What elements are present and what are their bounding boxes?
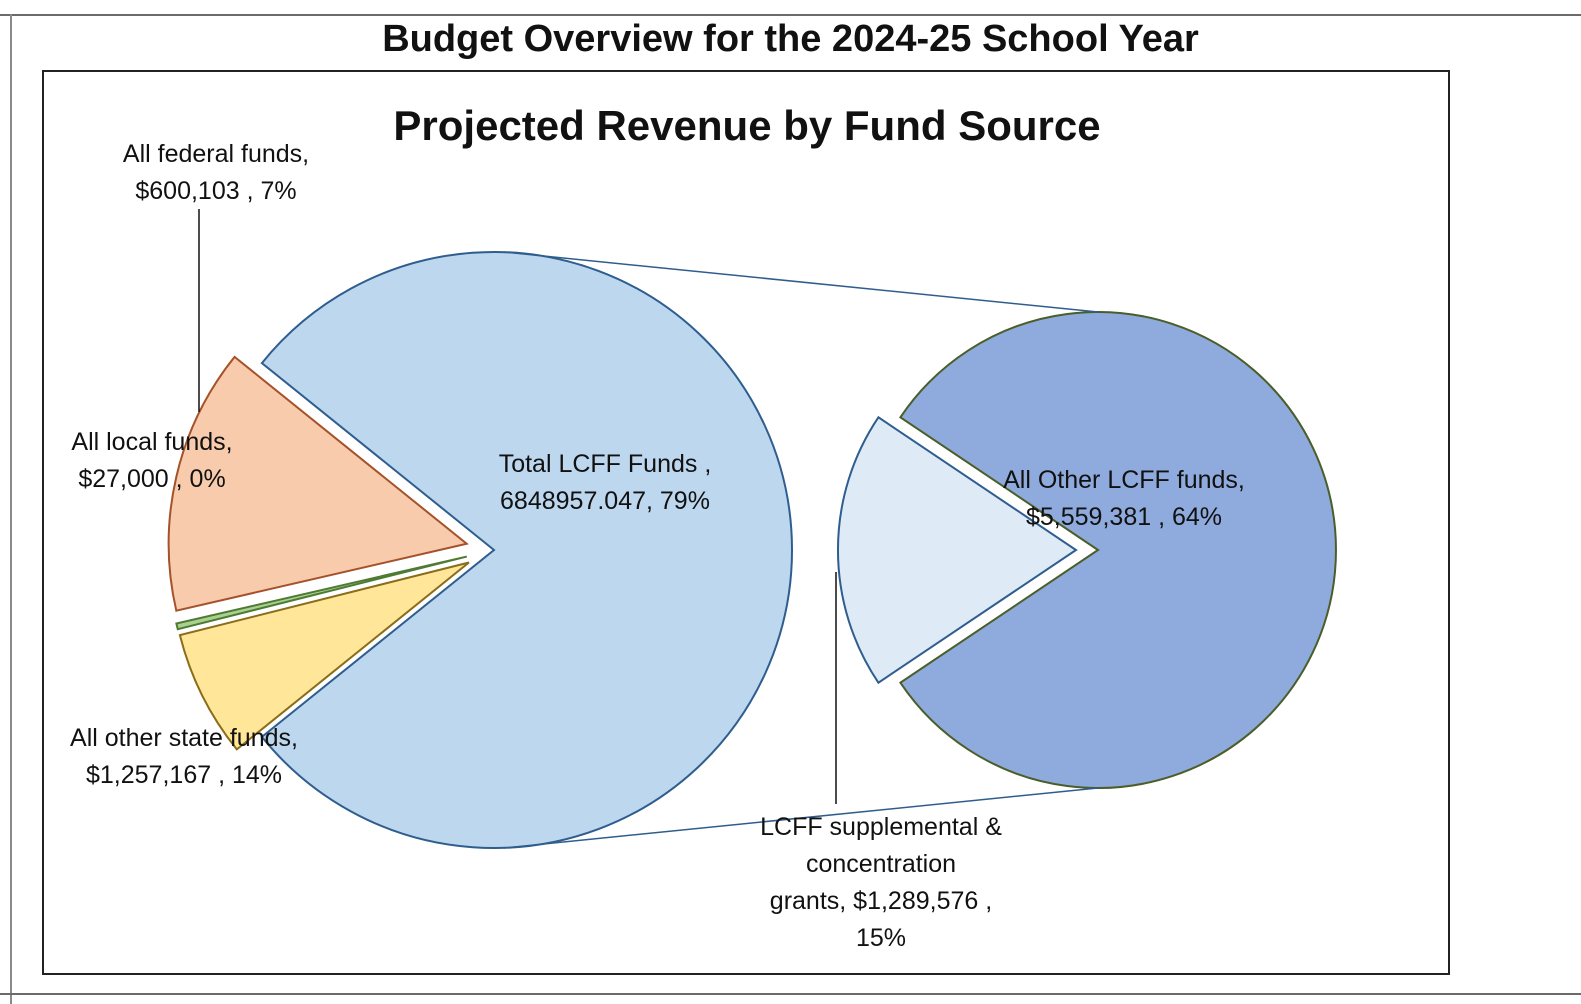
chart-area[interactable]: Projected Revenue by Fund Source Total LC… — [42, 70, 1450, 975]
pie-slice-all-federal-funds[interactable] — [178, 561, 470, 751]
secondary-slice-all-other-lcff-funds[interactable] — [899, 311, 1337, 789]
pie-slice-all-local-funds[interactable] — [175, 555, 468, 631]
pie-slice-total-lcff-funds[interactable] — [260, 251, 793, 849]
data-label-total-lcff-funds: Total LCFF Funds , 6848957.047, 79% — [499, 450, 712, 515]
data-label-all-other-state-funds: All other state funds, $1,257,167 , 14% — [70, 724, 298, 789]
data-label-all-federal-funds: All federal funds, $600,103 , 7% — [123, 140, 309, 205]
chart-title: Projected Revenue by Fund Source — [393, 102, 1100, 149]
data-label-lcff-supplemental-concentration-grants: LCFF supplemental & concentration grants, … — [760, 813, 1002, 952]
data-label-all-local-funds: All local funds, $27,000 , 0% — [71, 428, 232, 493]
pie-of-pie-chart[interactable]: Projected Revenue by Fund Source Total LC… — [44, 72, 1448, 973]
frame-top-border — [0, 14, 1581, 16]
connector-line-bottom — [503, 787, 1099, 849]
frame-bottom-border — [0, 993, 1581, 995]
data-label-all-other-lcff-funds: All Other LCFF funds, $5,559,381 , 64% — [1003, 466, 1245, 531]
secondary-slice-lcff-supplemental-concentration-grants[interactable] — [836, 415, 1078, 685]
frame-left-border — [10, 14, 12, 1004]
connector-line-top — [503, 251, 1099, 313]
pie-slice-all-other-state-funds[interactable] — [167, 355, 469, 612]
sheet-title: Budget Overview for the 2024-25 School Y… — [382, 18, 1199, 60]
